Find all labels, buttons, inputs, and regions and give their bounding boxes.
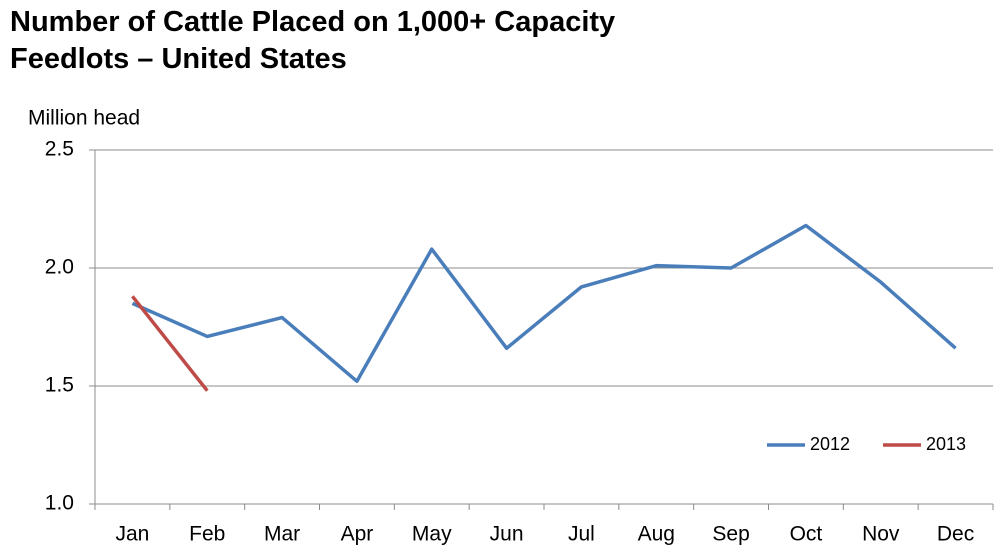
x-tick-label: Apr — [341, 523, 374, 546]
x-tick-label: Feb — [189, 523, 225, 546]
y-tick-label: 1.0 — [45, 492, 74, 515]
x-tick-label: Sep — [712, 523, 749, 546]
series-line — [131, 295, 209, 392]
y-axis-label: Million head — [28, 107, 140, 130]
y-tick-label: 2.5 — [45, 138, 74, 161]
legend-label: 2012 — [810, 434, 850, 454]
x-tick-label: Dec — [937, 523, 974, 546]
legend-label: 2013 — [926, 434, 966, 454]
x-tick-label: Jan — [115, 523, 149, 546]
y-tick-label: 1.5 — [45, 374, 74, 397]
x-tick-label: Nov — [862, 523, 900, 546]
x-tick-label: Aug — [638, 523, 675, 546]
x-tick-label: Oct — [790, 523, 823, 546]
x-tick-label: May — [412, 523, 452, 546]
series-line — [131, 223, 957, 384]
x-tick-label: Jun — [490, 523, 524, 546]
x-tick-label: Jul — [568, 523, 595, 546]
x-tick-label: Mar — [264, 523, 300, 546]
chart-title: Number of Cattle Placed on 1,000+ Capaci… — [10, 6, 616, 75]
y-tick-label: 2.0 — [45, 256, 74, 279]
